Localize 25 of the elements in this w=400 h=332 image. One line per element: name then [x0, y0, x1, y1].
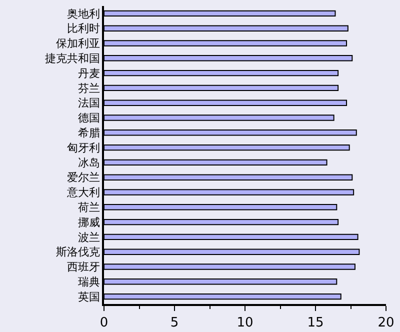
y-tick-label: 冰岛 [78, 156, 100, 170]
y-tick-label: 奥地利 [66, 7, 100, 20]
y-tick-label: 德国 [78, 112, 100, 125]
y-tick-label: 捷克共和国 [44, 52, 100, 65]
x-tick-label: 15 [307, 316, 324, 331]
y-tick-label: 比利时 [66, 22, 100, 36]
x-tick-label: 5 [170, 316, 179, 331]
y-tick-label: 匈牙利 [66, 141, 100, 154]
x-tick-label: 20 [378, 316, 394, 331]
x-tick-label: 0 [100, 316, 108, 331]
y-tick-label: 瑞典 [78, 276, 100, 288]
y-tick-label: 爱尔兰 [66, 171, 100, 184]
y-tick-label: 希腊 [78, 126, 100, 140]
y-tick-label: 西班牙 [66, 260, 100, 274]
y-tick-label: 荷兰 [78, 201, 100, 214]
y-tick-label: 英国 [78, 290, 100, 304]
x-tick-label: 10 [236, 316, 254, 331]
y-tick-label: 芬兰 [78, 82, 100, 95]
y-tick-label: 斯洛伐克 [56, 246, 100, 259]
y-tick-label: 意大利 [66, 186, 100, 200]
y-tick-label: 丹麦 [78, 66, 100, 80]
y-tick-label: 保加利亚 [56, 37, 100, 50]
y-tick-label: 波兰 [78, 230, 100, 244]
y-tick-label: 法国 [78, 96, 100, 110]
y-tick-label: 挪威 [78, 216, 100, 229]
